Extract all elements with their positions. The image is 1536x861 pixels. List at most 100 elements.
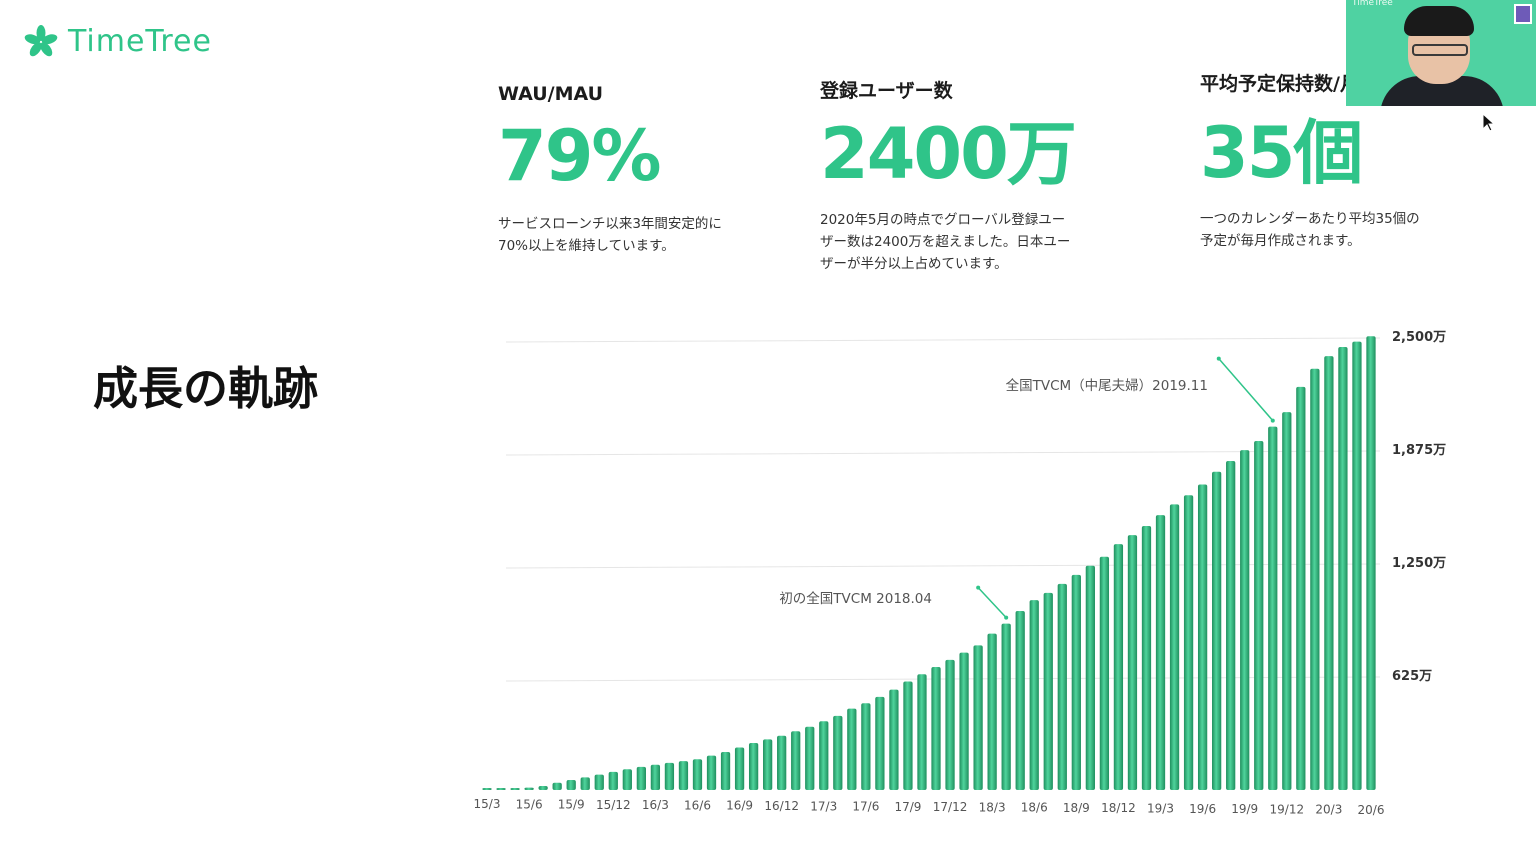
- grid-line: [505, 337, 1381, 343]
- bar-17-4: [833, 715, 843, 790]
- x-tick-label: 17/6: [852, 800, 879, 814]
- bar-16-2: [636, 766, 646, 790]
- bar-18-11: [1099, 556, 1110, 790]
- bar-17-9: [903, 681, 913, 790]
- bar-16-12: [777, 735, 787, 790]
- x-tick-label: 20/6: [1358, 803, 1385, 817]
- annotation-label: 全国TVCM（中尾夫婦）2019.11: [1006, 377, 1208, 394]
- annotation-dot: [976, 585, 981, 590]
- bar-19-6: [1197, 484, 1208, 790]
- bar-19-11: [1268, 426, 1278, 790]
- x-tick-label: 19/9: [1231, 802, 1258, 816]
- timetree-logo: TimeTree: [24, 24, 212, 59]
- bar-15-6: [524, 787, 534, 790]
- bar-15-11: [594, 774, 604, 790]
- annotation-dot: [1004, 615, 1009, 620]
- bar-18-12: [1113, 544, 1124, 790]
- bar-20-6: [1366, 336, 1376, 790]
- bar-19-9: [1240, 450, 1250, 790]
- x-tick-label: 19/3: [1147, 802, 1174, 816]
- stat-wau-mau: WAU/MAU 79% サービスローンチ以来3年間安定的に 70%以上を維持して…: [498, 83, 722, 257]
- x-tick-label: 18/6: [1021, 801, 1048, 815]
- bar-20-2: [1310, 368, 1320, 790]
- bar-18-5: [1015, 611, 1025, 790]
- stat-registered-users: 登録ユーザー数 2400万 2020年5月の時点でグローバル登録ユー ザー数は2…: [820, 76, 1077, 275]
- bar-18-1: [959, 652, 969, 790]
- bar-17-12: [945, 659, 955, 790]
- bar-19-2: [1141, 526, 1152, 790]
- y-tick-label: 1,875万: [1392, 443, 1446, 458]
- logo-text: TimeTree: [68, 24, 212, 59]
- bar-18-4: [1001, 623, 1011, 790]
- bar-16-9: [734, 747, 745, 790]
- stat-value: 2400万: [820, 113, 1077, 195]
- x-tick-label: 16/6: [684, 798, 711, 812]
- bar-17-1: [791, 731, 801, 790]
- x-tick-label: 19/12: [1270, 802, 1305, 816]
- stat-label: 平均予定保持数/月: [1200, 73, 1359, 95]
- stat-description: サービスローンチ以来3年間安定的に 70%以上を維持しています。: [498, 216, 722, 254]
- bar-16-6: [692, 759, 703, 790]
- mouse-cursor-icon: [1482, 113, 1496, 132]
- x-tick-label: 15/6: [516, 797, 543, 811]
- background-panel: [1514, 4, 1532, 24]
- bar-19-5: [1183, 495, 1194, 790]
- bar-15-10: [580, 777, 590, 790]
- x-tick-label: 18/3: [979, 800, 1006, 814]
- stat-label: WAU/MAU: [498, 83, 604, 105]
- bar-17-8: [889, 689, 899, 790]
- annotation-leader-line: [977, 587, 1007, 619]
- glasses-icon: [1412, 44, 1468, 56]
- bar-17-11: [931, 667, 941, 790]
- x-tick-label: 19/6: [1189, 802, 1216, 816]
- bar-15-8: [552, 782, 562, 790]
- bar-18-3: [987, 633, 997, 790]
- bar-16-8: [720, 752, 731, 790]
- webcam-overlay: TimeTree: [1346, 0, 1536, 106]
- bar-19-8: [1226, 460, 1236, 790]
- stat-value: 79%: [498, 115, 662, 197]
- bar-15-3: [482, 788, 492, 790]
- x-tick-label: 15/12: [596, 798, 631, 812]
- annotation-dot: [1270, 418, 1275, 423]
- bar-17-5: [847, 708, 857, 790]
- bar-20-3: [1324, 356, 1334, 790]
- bar-15-5: [510, 788, 520, 790]
- y-tick-label: 1,250万: [1392, 556, 1446, 571]
- bar-18-10: [1085, 565, 1095, 790]
- bar-19-4: [1169, 504, 1180, 790]
- clover-logo-icon: [24, 24, 58, 56]
- bar-20-5: [1352, 341, 1362, 790]
- x-tick-label: 16/12: [764, 799, 799, 813]
- x-tick-label: 18/9: [1063, 801, 1090, 815]
- y-tick-labels: 625万 1,250万 1,875万 2,500万: [1392, 330, 1446, 684]
- bar-19-7: [1212, 471, 1222, 790]
- x-tick-label: 16/3: [642, 798, 669, 812]
- bar-18-9: [1071, 574, 1081, 790]
- bar-18-7: [1043, 592, 1053, 790]
- bar-18-8: [1057, 583, 1067, 790]
- bar-17-7: [875, 696, 885, 790]
- bar-17-10: [917, 674, 927, 790]
- bar-19-12: [1282, 412, 1292, 790]
- x-tick-label: 17/12: [933, 800, 968, 814]
- stat-value: 35個: [1200, 112, 1363, 194]
- y-tick-label: 625万: [1392, 669, 1432, 684]
- stat-average-events: 平均予定保持数/月 35個 一つのカレンダーあたり平均35個の 予定が毎月作成さ…: [1200, 69, 1420, 252]
- stat-label: 登録ユーザー数: [820, 80, 953, 102]
- bar-16-3: [650, 764, 661, 790]
- annotation-label: 初の全国TVCM 2018.04: [779, 590, 932, 607]
- bar-18-2: [973, 645, 983, 790]
- bar-16-11: [763, 739, 773, 790]
- bar-16-4: [664, 762, 675, 790]
- x-tick-label: 18/12: [1101, 801, 1136, 815]
- x-tick-label: 17/3: [810, 799, 837, 813]
- bar-17-2: [805, 726, 815, 790]
- bar-15-12: [608, 771, 618, 790]
- x-tick-label: 15/9: [558, 798, 585, 812]
- x-tick-labels: 15/3 15/6 15/9 15/12 16/3 16/6 16/9 16/12 17/3 17…: [474, 797, 1385, 817]
- x-tick-label: 17/9: [894, 800, 921, 814]
- stat-description: 2020年5月の時点でグローバル登録ユー ザー数は2400万を超えました。日本ユ…: [820, 212, 1071, 272]
- bar-19-3: [1155, 515, 1166, 790]
- section-title: 成長の軌跡: [93, 362, 319, 415]
